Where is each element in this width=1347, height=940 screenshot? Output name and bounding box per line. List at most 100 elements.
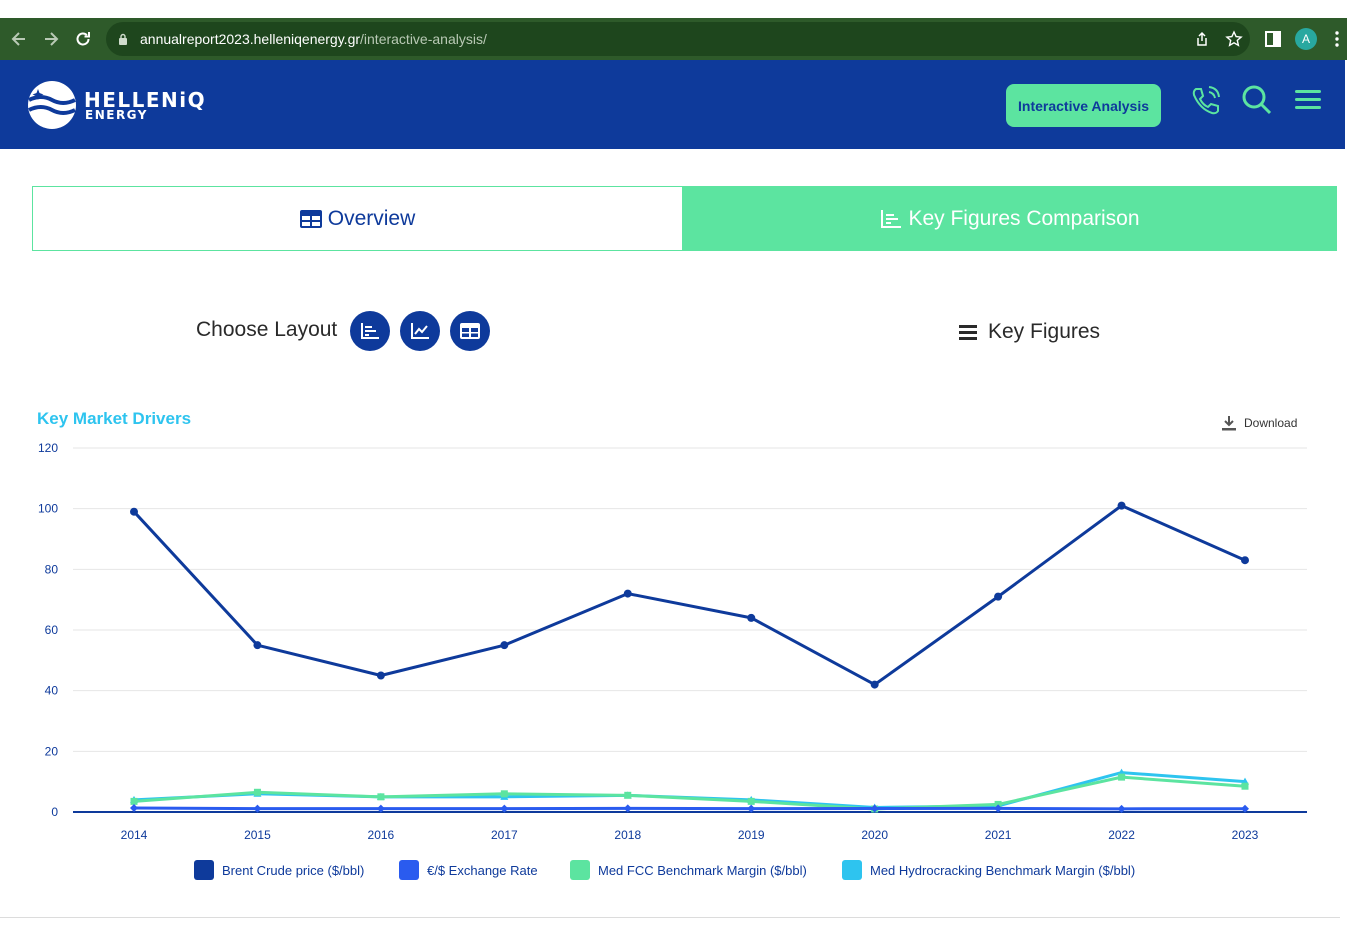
data-point — [994, 804, 1003, 813]
x-tick-label: 2015 — [244, 828, 271, 842]
reload-button[interactable] — [70, 26, 96, 52]
bar-chart-icon — [881, 209, 902, 228]
lock-icon — [119, 33, 127, 45]
legend-swatch — [842, 860, 862, 880]
menu-icon[interactable] — [1292, 83, 1326, 117]
data-point — [500, 790, 508, 798]
legend-item[interactable]: Med FCC Benchmark Margin ($/bbl) — [570, 860, 807, 880]
x-tick-label: 2023 — [1232, 828, 1259, 842]
choose-layout-label: Choose Layout — [196, 318, 338, 341]
data-point — [994, 800, 1002, 808]
download-icon — [1222, 416, 1236, 431]
series-line — [133, 775, 1246, 811]
series-line — [133, 771, 1246, 809]
x-tick-label: 2020 — [861, 828, 888, 842]
page-divider — [0, 917, 1340, 918]
y-tick-label: 100 — [38, 502, 58, 516]
data-point — [1117, 501, 1126, 510]
x-tick-label: 2018 — [614, 828, 641, 842]
legend-item[interactable]: €/$ Exchange Rate — [399, 860, 538, 880]
x-tick-label: 2017 — [491, 828, 518, 842]
data-point — [870, 804, 879, 813]
layout-line-button[interactable] — [400, 311, 440, 351]
chart-title: Key Market Drivers — [37, 409, 192, 428]
data-point — [994, 592, 1003, 601]
data-point — [500, 804, 509, 813]
forward-button[interactable] — [38, 26, 64, 52]
helleniq-logo-icon[interactable] — [27, 80, 77, 130]
url-domain: annualreport2023.helleniqenergy.gr — [140, 31, 361, 47]
data-point — [377, 793, 385, 801]
legend-item[interactable]: Brent Crude price ($/bbl) — [194, 860, 364, 880]
x-tick-label: 2019 — [738, 828, 765, 842]
data-point — [1241, 556, 1249, 565]
interactive-analysis-button[interactable]: Interactive Analysis — [1006, 84, 1161, 127]
chart-legend: Brent Crude price ($/bbl) €/$ Exchange Ra… — [0, 860, 1347, 884]
top-strip — [0, 0, 1347, 18]
data-point — [747, 613, 756, 622]
data-point — [253, 641, 262, 650]
tab-overview[interactable]: Overview — [32, 186, 683, 251]
data-point — [624, 791, 632, 799]
phone-icon[interactable] — [1188, 83, 1222, 117]
arrow-right-icon — [45, 32, 59, 46]
data-point — [253, 788, 261, 796]
layout-table-button[interactable] — [450, 311, 490, 351]
more-options-icon[interactable] — [1333, 30, 1341, 48]
tab-key-figures-label: Key Figures Comparison — [908, 206, 1140, 230]
key-figures-menu[interactable]: Key Figures — [958, 320, 1100, 344]
address-bar[interactable]: annualreport2023.helleniqenergy.gr/inter… — [106, 22, 1250, 56]
legend-swatch — [194, 860, 214, 880]
data-point — [130, 803, 138, 812]
side-panel-icon[interactable] — [1265, 31, 1281, 47]
legend-swatch — [399, 860, 419, 880]
download-label: Download — [1244, 416, 1298, 430]
legend-item[interactable]: Med Hydrocracking Benchmark Margin ($/bb… — [842, 860, 1135, 880]
y-tick-label: 20 — [45, 744, 59, 758]
x-tick-label: 2014 — [121, 828, 148, 842]
browser-toolbar: annualreport2023.helleniqenergy.gr/inter… — [0, 18, 1347, 60]
series-line — [132, 504, 1246, 687]
share-icon[interactable] — [1194, 31, 1210, 47]
key-market-drivers-chart: 0 20 40 60 80 100 120 2014 2015 2016 2017 2018 2019 2… — [38, 441, 1307, 842]
data-point — [130, 507, 138, 516]
data-point — [376, 671, 385, 680]
logo-subtitle: ENERGY — [85, 108, 148, 122]
logo-wordmark[interactable]: HELLENiQ — [84, 88, 207, 112]
data-point — [1241, 782, 1249, 790]
key-figures-label: Key Figures — [988, 320, 1101, 343]
legend-swatch — [570, 860, 590, 880]
data-point — [1117, 804, 1126, 813]
data-point — [1118, 773, 1126, 781]
table-icon — [299, 209, 322, 228]
y-tick-label: 0 — [51, 805, 58, 819]
download-button[interactable]: Download — [1220, 414, 1297, 432]
arrow-left-icon — [11, 32, 25, 46]
search-icon[interactable] — [1240, 83, 1274, 117]
hamburger-icon — [959, 325, 977, 340]
y-tick-label: 60 — [45, 623, 59, 637]
legend-label: Med Hydrocracking Benchmark Margin ($/bb… — [870, 862, 1136, 878]
data-point — [1241, 804, 1249, 813]
y-tick-label: 80 — [45, 562, 59, 576]
tab-key-figures-comparison[interactable]: Key Figures Comparison — [683, 186, 1337, 251]
data-point — [500, 641, 509, 650]
data-point — [623, 804, 632, 813]
profile-avatar[interactable]: A — [1295, 28, 1317, 50]
legend-label: €/$ Exchange Rate — [427, 862, 538, 878]
legend-label: Brent Crude price ($/bbl) — [222, 862, 365, 878]
bookmark-star-icon[interactable] — [1225, 30, 1243, 48]
layout-bar-button[interactable] — [350, 311, 390, 351]
y-tick-label: 120 — [38, 441, 58, 455]
legend-label: Med FCC Benchmark Margin ($/bbl) — [598, 862, 807, 878]
series-line — [133, 806, 1246, 811]
back-button[interactable] — [6, 26, 32, 52]
tab-overview-label: Overview — [327, 206, 416, 230]
view-tabs: Overview Key Figures Comparison — [32, 186, 1337, 251]
x-tick-label: 2022 — [1108, 828, 1135, 842]
x-tick-label: 2016 — [368, 828, 395, 842]
data-point — [623, 589, 632, 598]
y-tick-label: 40 — [45, 684, 59, 698]
site-header: HELLENiQ ENERGY Interactive Analysis — [0, 60, 1345, 149]
table-icon — [460, 323, 480, 339]
